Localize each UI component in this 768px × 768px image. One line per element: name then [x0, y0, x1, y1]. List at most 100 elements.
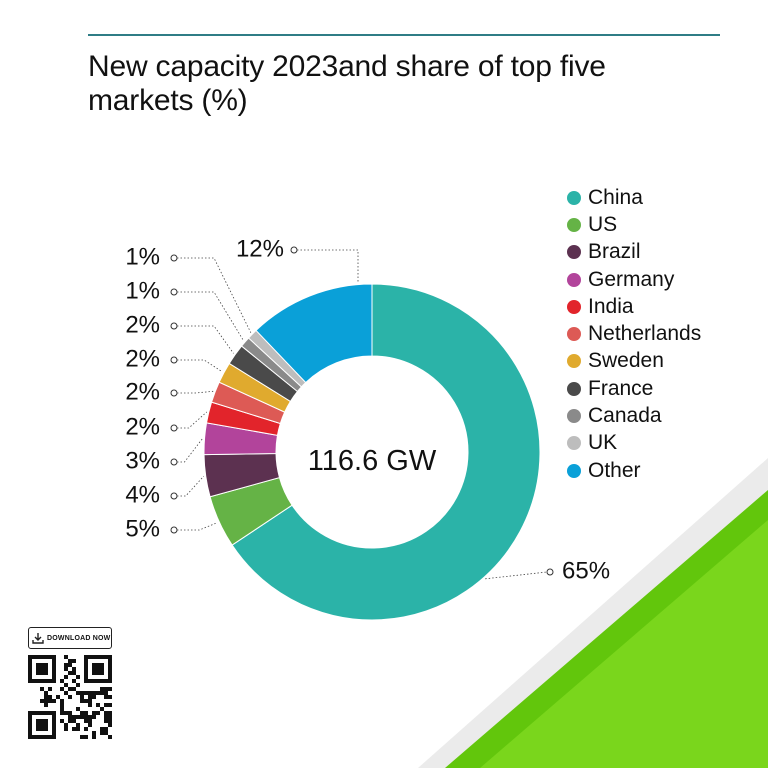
- qr-module: [60, 687, 64, 691]
- leader-dot-france: [170, 322, 178, 330]
- leader-dot-sweden: [170, 356, 178, 364]
- qr-module: [64, 723, 68, 727]
- leader-line-canada: [177, 291, 244, 341]
- qr-module: [96, 691, 100, 695]
- leader-dot-uk: [170, 254, 178, 262]
- leader-dot-other: [290, 246, 298, 254]
- qr-module: [108, 723, 112, 727]
- green-corner-stripe-light: [480, 520, 768, 768]
- qr-module: [44, 695, 48, 699]
- label-netherlands: 2%: [125, 378, 160, 405]
- leader-dot-brazil: [170, 492, 178, 500]
- leader-line-germany: [177, 438, 203, 463]
- qr-module: [64, 655, 68, 659]
- legend-item-us: US: [567, 211, 701, 238]
- legend-label-brazil: Brazil: [588, 240, 641, 264]
- legend-item-uk: UK: [567, 430, 701, 457]
- legend-label-germany: Germany: [588, 267, 675, 291]
- qr-module: [88, 719, 92, 723]
- qr-module: [88, 703, 92, 707]
- legend-swatch-us: [567, 217, 581, 232]
- qr-module: [72, 667, 76, 671]
- qr-module: [84, 727, 88, 731]
- qr-module: [88, 695, 92, 699]
- qr-module: [88, 723, 92, 727]
- leader-line-france: [177, 325, 234, 354]
- qr-module: [76, 715, 80, 719]
- qr-code-icon[interactable]: [28, 655, 112, 739]
- label-brazil: 4%: [125, 481, 160, 508]
- label-china: 65%: [562, 557, 610, 584]
- total-capacity-label: 116.6 GW: [308, 445, 437, 477]
- legend-label-uk: UK: [588, 431, 618, 455]
- qr-module: [92, 691, 96, 695]
- qr-module: [80, 695, 84, 699]
- qr-finder-core: [36, 719, 48, 731]
- qr-module: [100, 731, 104, 735]
- qr-module: [108, 735, 112, 739]
- qr-module: [104, 691, 108, 695]
- label-uk: 1%: [125, 243, 160, 270]
- label-sweden: 2%: [125, 345, 160, 372]
- qr-module: [108, 719, 112, 723]
- legend-swatch-netherlands: [567, 327, 581, 342]
- qr-module: [68, 663, 72, 667]
- qr-finder-core: [92, 663, 104, 675]
- qr-module: [104, 711, 108, 715]
- qr-module: [76, 675, 80, 679]
- label-france: 2%: [125, 311, 160, 338]
- qr-module: [64, 675, 68, 679]
- qr-module: [92, 735, 96, 739]
- qr-module: [88, 699, 92, 703]
- legend-item-netherlands: Netherlands: [567, 320, 701, 347]
- qr-module: [80, 699, 84, 703]
- leader-dot-india: [170, 424, 178, 432]
- leader-dot-netherlands: [170, 389, 178, 397]
- qr-module: [60, 703, 64, 707]
- download-icon: [29, 632, 47, 644]
- qr-module: [60, 699, 64, 703]
- qr-module: [108, 703, 112, 707]
- slice-other: [255, 283, 373, 384]
- qr-module: [68, 711, 72, 715]
- qr-module: [100, 707, 104, 711]
- qr-finder-core: [36, 663, 48, 675]
- leader-dot-canada: [170, 288, 178, 296]
- label-germany: 3%: [125, 447, 160, 474]
- qr-module: [72, 679, 76, 683]
- leader-line-china: [485, 571, 548, 580]
- legend-label-china: China: [588, 185, 643, 209]
- qr-module: [108, 695, 112, 699]
- label-india: 2%: [125, 413, 160, 440]
- legend-swatch-germany: [567, 272, 581, 287]
- qr-module: [56, 695, 60, 699]
- top-rule: [88, 34, 720, 36]
- download-now-button[interactable]: DOWNLOAD NOW: [28, 627, 112, 649]
- qr-module: [104, 687, 108, 691]
- leader-line-brazil: [177, 475, 205, 497]
- qr-module: [84, 691, 88, 695]
- qr-module: [84, 711, 88, 715]
- qr-module: [96, 703, 100, 707]
- legend-swatch-china: [567, 190, 581, 205]
- qr-module: [108, 711, 112, 715]
- qr-module: [68, 659, 72, 663]
- leader-dot-germany: [170, 458, 178, 466]
- qr-module: [72, 671, 76, 675]
- qr-module: [44, 691, 48, 695]
- qr-module: [64, 711, 68, 715]
- qr-module: [72, 727, 76, 731]
- qr-module: [76, 691, 80, 695]
- legend-swatch-other: [567, 463, 581, 478]
- qr-module: [88, 691, 92, 695]
- qr-module: [96, 711, 100, 715]
- qr-module: [40, 687, 44, 691]
- legend-item-sweden: Sweden: [567, 348, 701, 375]
- legend-swatch-canada: [567, 409, 581, 424]
- qr-module: [84, 719, 88, 723]
- qr-module: [84, 735, 88, 739]
- label-us: 5%: [125, 515, 160, 542]
- qr-module: [104, 715, 108, 719]
